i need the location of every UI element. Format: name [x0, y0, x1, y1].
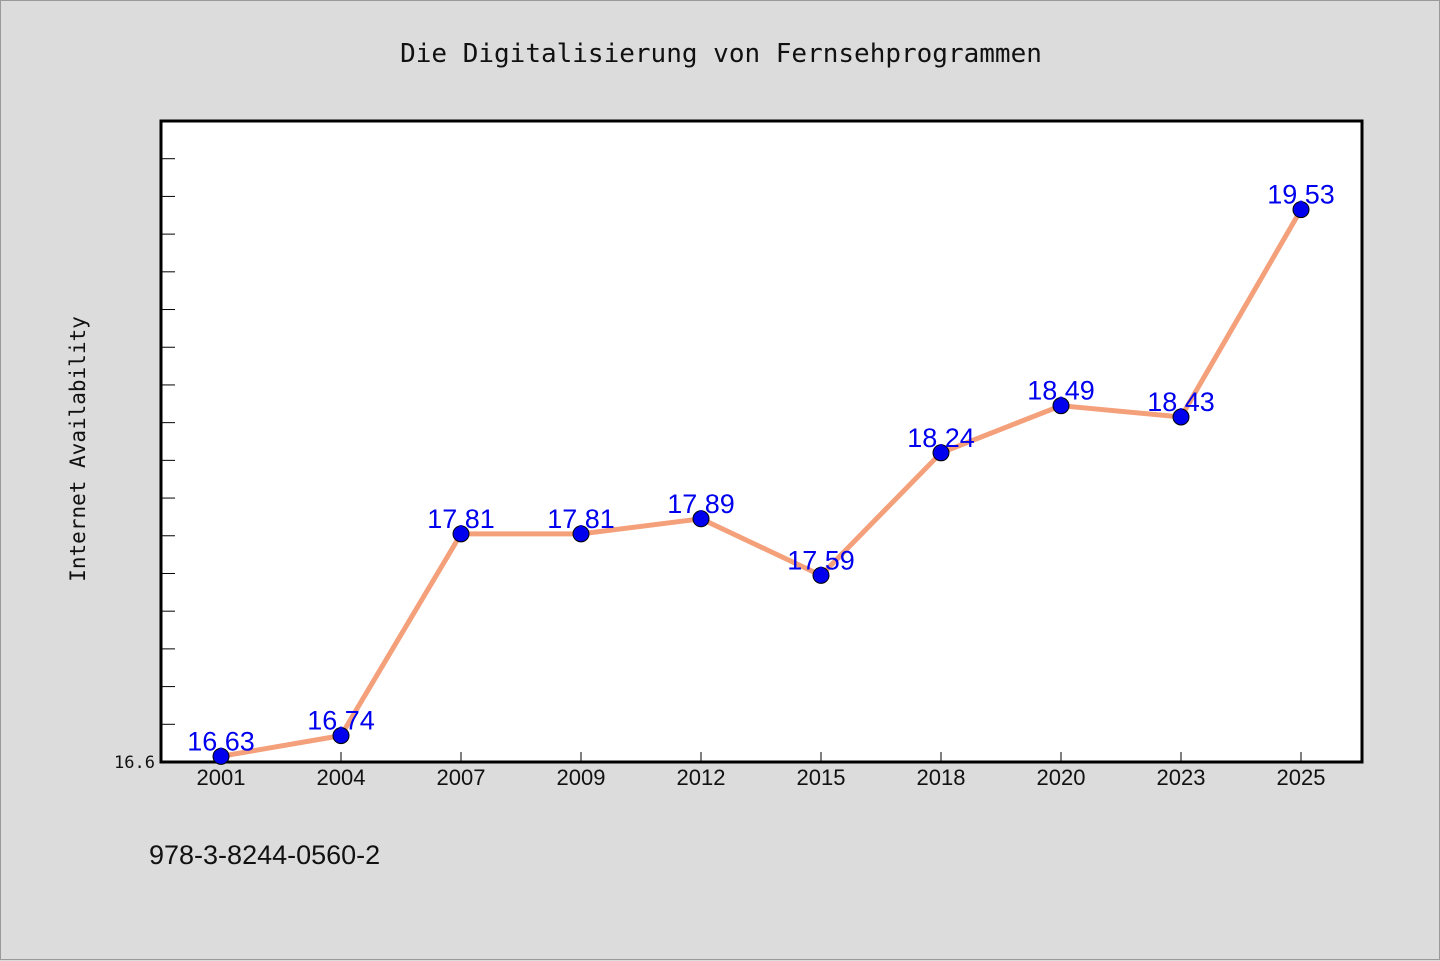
data-point: [932, 444, 950, 462]
data-point: [452, 525, 470, 543]
data-labels: 16.63 16.74 17.81 17.81 17.89 17.59 18.24 18.49…: [187, 180, 1335, 757]
x-tick-label: 2007: [437, 765, 486, 790]
x-tick-label: 2012: [677, 765, 726, 790]
data-label: 19.53: [1267, 180, 1335, 210]
chart-title: Die Digitalisierung von Fernsehprogramme…: [400, 39, 1042, 69]
data-point: [1052, 397, 1070, 415]
data-label: 18.43: [1147, 387, 1215, 417]
x-tick-label: 2015: [797, 765, 846, 790]
data-point: [212, 747, 230, 765]
data-label: 17.59: [787, 545, 855, 575]
data-point: [1292, 201, 1310, 219]
data-point: [332, 727, 350, 745]
x-tick-label: 2001: [197, 765, 246, 790]
data-point: [572, 525, 590, 543]
x-tick-label: 2004: [317, 765, 366, 790]
x-axis-ticks: 2001 2004 2007 2009 2012 2015 2018 2020 2023 2025: [197, 752, 1326, 790]
data-label: 17.81: [427, 504, 495, 534]
series-line: [218, 207, 1304, 759]
data-label: 16.74: [307, 706, 375, 736]
data-label: 16.63: [187, 726, 255, 756]
data-point: [1172, 408, 1190, 426]
x-tick-label: 2025: [1277, 765, 1326, 790]
isbn-footer: 978-3-8244-0560-2: [149, 840, 380, 870]
data-label: 18.49: [1027, 376, 1095, 406]
y-tick-label: 16.6: [114, 753, 155, 773]
data-label: 17.89: [667, 489, 735, 519]
y-axis-label: Internet Availability: [66, 316, 90, 582]
data-point: [812, 566, 830, 584]
y-axis-ticks: 16.6: [114, 120, 175, 773]
data-label: 18.24: [907, 423, 975, 453]
series-layer: [212, 201, 1310, 765]
x-tick-label: 2018: [917, 765, 966, 790]
x-tick-label: 2020: [1037, 765, 1086, 790]
x-tick-label: 2023: [1157, 765, 1206, 790]
data-label: 17.81: [547, 504, 615, 534]
data-point: [692, 510, 710, 528]
plot-area: [159, 119, 1364, 764]
x-tick-label: 2009: [557, 765, 606, 790]
